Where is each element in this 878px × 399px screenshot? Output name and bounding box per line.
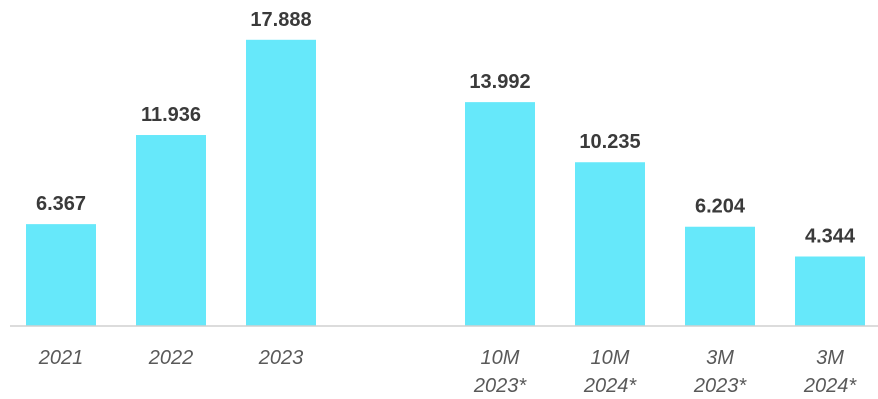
value-label-1: 11.936: [141, 104, 201, 126]
category-label-0: 2021: [38, 347, 84, 369]
category-label-line: 10M: [591, 347, 630, 369]
category-label-line: 2023: [258, 347, 304, 369]
category-label-line: 2024*: [803, 375, 857, 397]
bar-0: [26, 224, 96, 326]
bar-1: [136, 135, 206, 326]
category-label-line: 3M: [706, 347, 734, 369]
category-label-line: 3M: [816, 347, 844, 369]
bars-group: [26, 39, 865, 327]
bar-6: [795, 256, 865, 326]
value-label-5: 6.204: [695, 196, 746, 218]
bar-5: [685, 226, 755, 326]
bar-4: [575, 162, 645, 326]
category-label-line: 2023*: [473, 375, 527, 397]
category-label-5: 3M 2023*: [693, 347, 747, 397]
value-label-3: 13.992: [469, 71, 530, 93]
category-label-6: 3M 2024*: [803, 347, 857, 397]
value-labels-group: 6.367 11.936 17.888 13.992 10.235 6.204 4.344: [36, 9, 856, 248]
category-label-2: 2023: [258, 347, 304, 369]
value-label-0: 6.367: [36, 193, 86, 215]
category-labels-group: 2021 2022 2023 10M 2023* 10M 2024* 3M 2023* 3M 202…: [38, 347, 858, 397]
category-label-line: 10M: [481, 347, 520, 369]
category-label-3: 10M 2023*: [473, 347, 527, 397]
bar-2: [246, 39, 316, 327]
value-label-2: 17.888: [250, 9, 311, 31]
category-label-1: 2022: [148, 347, 194, 369]
category-label-line: 2021: [38, 347, 84, 369]
category-label-line: 2022: [148, 347, 194, 369]
category-label-line: 2023*: [693, 375, 747, 397]
value-label-4: 10.235: [579, 131, 640, 153]
value-label-6: 4.344: [805, 225, 856, 247]
category-label-4: 10M 2024*: [583, 347, 637, 397]
category-label-line: 2024*: [583, 375, 637, 397]
bar-3: [465, 102, 535, 327]
